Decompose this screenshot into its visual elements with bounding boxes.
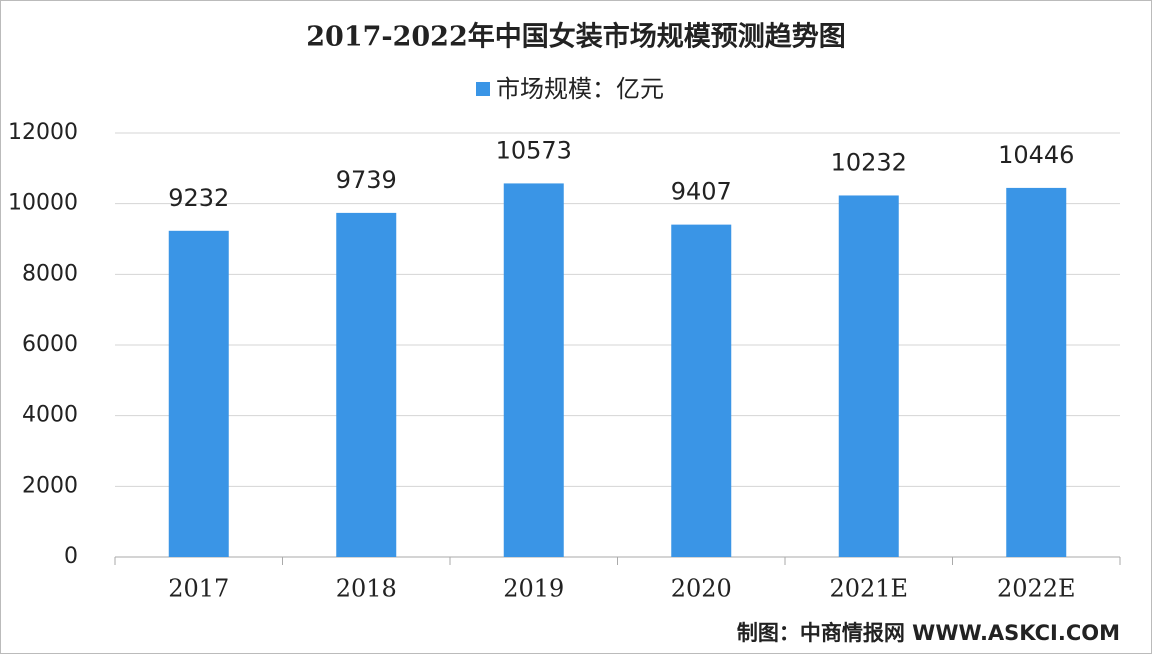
x-tick-label: 2020 (671, 575, 732, 603)
bar (503, 183, 564, 558)
x-tick-label: 2022E (997, 575, 1076, 603)
x-tick-label: 2017 (168, 575, 229, 603)
data-label: 10573 (496, 136, 572, 164)
bar (671, 224, 732, 558)
y-tick-label: 8000 (22, 261, 78, 286)
y-tick-label: 4000 (22, 403, 78, 428)
legend-label: 市场规模：亿元 (496, 75, 664, 103)
y-tick-label: 12000 (8, 120, 78, 145)
data-label: 9739 (336, 166, 397, 194)
x-tick-label: 2021E (829, 575, 908, 603)
bar (336, 212, 397, 557)
bar (168, 230, 229, 557)
data-label: 9232 (168, 184, 229, 212)
data-label: 10446 (998, 141, 1074, 169)
y-tick-label: 10000 (8, 191, 78, 216)
y-tick-label: 2000 (22, 473, 78, 498)
y-tick-label: 0 (64, 544, 78, 569)
x-tick-label: 2019 (503, 575, 564, 603)
legend-marker (476, 82, 490, 96)
data-label: 9407 (671, 178, 732, 206)
bar (838, 195, 899, 557)
chart-title: 2017-2022年中国女装市场规模预测趋势图 (306, 21, 846, 53)
data-label: 10232 (831, 148, 907, 176)
source-note: 制图：中商情报网 WWW.ASKCI.COM (737, 621, 1120, 645)
x-tick-label: 2018 (336, 575, 397, 603)
bar (1006, 187, 1067, 557)
y-tick-label: 6000 (22, 332, 78, 357)
